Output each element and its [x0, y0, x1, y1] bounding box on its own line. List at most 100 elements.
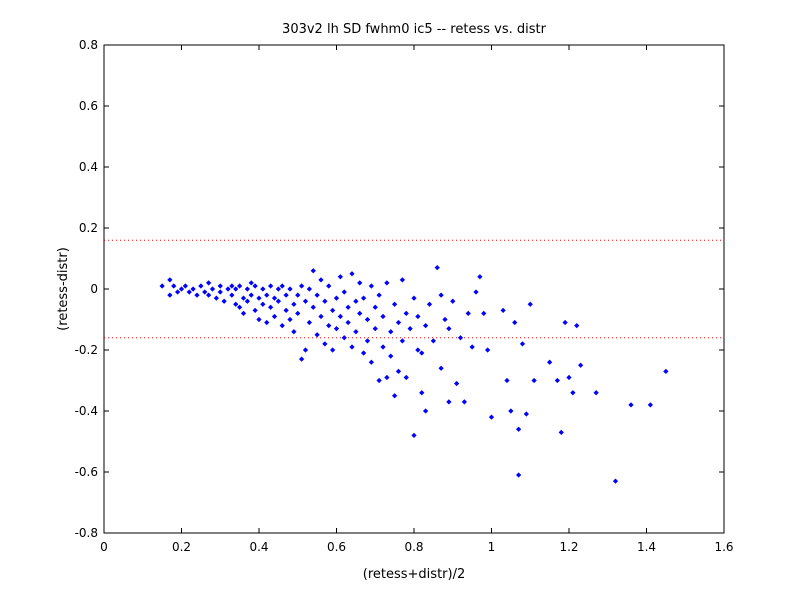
data-point	[368, 359, 374, 365]
data-point	[268, 283, 274, 289]
data-point	[202, 289, 208, 295]
data-point	[337, 313, 343, 320]
data-point	[578, 362, 584, 368]
data-point	[434, 265, 440, 271]
data-point	[531, 377, 537, 384]
reference-lines	[104, 239, 724, 339]
data-point	[392, 393, 398, 399]
data-point	[275, 286, 281, 292]
data-point	[516, 472, 522, 478]
data-point	[310, 304, 316, 310]
data-point	[376, 377, 382, 384]
x-tick-label: 0.2	[172, 540, 191, 554]
data-point	[248, 280, 254, 286]
data-point	[388, 329, 394, 335]
data-point	[268, 304, 274, 310]
data-point	[209, 286, 216, 292]
plot-area	[103, 44, 725, 534]
x-axis-label: (retess+distr)/2	[363, 567, 465, 582]
data-point	[186, 289, 192, 295]
data-point	[574, 322, 580, 329]
data-point	[663, 368, 669, 374]
data-point	[508, 408, 514, 414]
y-tick-label: 0	[90, 282, 98, 296]
data-point	[345, 304, 351, 310]
data-point	[485, 347, 491, 353]
y-tick-label: -0.4	[75, 404, 98, 418]
data-point	[279, 283, 285, 289]
data-points	[159, 265, 669, 484]
data-point	[488, 414, 495, 420]
data-point	[182, 283, 188, 289]
data-point	[415, 347, 421, 353]
data-point	[566, 374, 572, 381]
data-point	[252, 307, 258, 313]
data-point	[322, 341, 328, 347]
data-point	[419, 390, 425, 396]
data-point	[423, 322, 429, 329]
data-point	[411, 432, 417, 439]
data-point	[446, 399, 452, 405]
x-tick-label: 1	[488, 540, 496, 554]
data-point	[558, 429, 564, 435]
data-point	[612, 478, 619, 484]
data-point	[473, 289, 479, 295]
data-point	[481, 310, 487, 317]
data-point	[442, 316, 448, 323]
data-point	[438, 292, 444, 298]
data-point	[349, 271, 355, 277]
data-point	[361, 350, 367, 356]
x-tick-label: 1.4	[637, 540, 656, 554]
data-point	[357, 280, 363, 286]
data-point	[647, 402, 653, 408]
data-point	[159, 283, 165, 289]
data-point	[380, 313, 386, 320]
data-point	[240, 310, 247, 317]
data-point	[430, 338, 436, 344]
data-point	[512, 319, 518, 326]
data-point	[554, 377, 560, 384]
data-point	[500, 307, 506, 313]
data-point	[256, 316, 262, 323]
data-point	[364, 316, 371, 323]
data-point	[233, 286, 239, 292]
data-point	[469, 344, 475, 350]
data-point	[516, 426, 522, 432]
y-tick-label: 0.2	[79, 221, 98, 235]
data-point	[295, 292, 301, 298]
chart-title: 303v2 lh SD fwhm0 ic5 -- retess vs. dist…	[282, 22, 547, 37]
data-point	[306, 319, 312, 326]
data-point	[178, 286, 185, 292]
data-point	[465, 310, 471, 317]
data-point	[407, 326, 413, 332]
data-point	[318, 313, 324, 320]
data-point	[283, 307, 289, 313]
data-point	[450, 298, 456, 304]
data-point	[314, 292, 320, 298]
data-point	[395, 319, 402, 326]
data-point	[333, 326, 340, 332]
data-point	[190, 286, 196, 292]
data-point	[302, 298, 309, 304]
data-point	[341, 289, 347, 295]
data-point	[562, 319, 568, 326]
data-point	[364, 338, 371, 344]
data-point	[299, 283, 305, 289]
data-point	[271, 295, 278, 301]
data-point	[302, 347, 309, 353]
data-point	[419, 350, 425, 356]
data-point	[384, 280, 390, 286]
data-point	[457, 335, 464, 341]
data-point	[217, 283, 223, 289]
x-tick-label: 0.6	[327, 540, 346, 554]
data-point	[287, 316, 293, 323]
data-point	[264, 319, 270, 326]
data-point	[461, 399, 467, 405]
data-point	[353, 329, 359, 335]
x-tick-label: 0.8	[404, 540, 423, 554]
data-point	[523, 411, 529, 417]
y-axis-label: (retess-distr)	[56, 247, 71, 331]
data-point	[244, 286, 250, 292]
data-point	[260, 286, 266, 292]
